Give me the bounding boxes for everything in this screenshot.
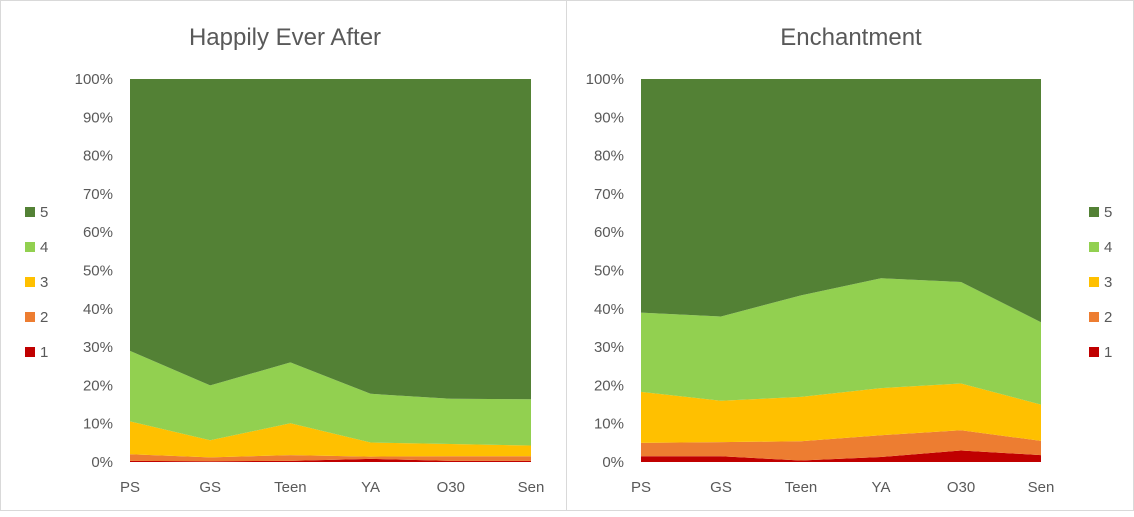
x-tick-label: Sen xyxy=(1028,479,1055,496)
chart-title: Happily Ever After xyxy=(189,24,381,51)
y-tick-label: 100% xyxy=(75,71,113,88)
legend-swatch-5 xyxy=(25,207,35,217)
y-tick-label: 50% xyxy=(594,263,624,280)
area-series-2 xyxy=(130,454,531,462)
x-tick-label: YA xyxy=(872,479,891,496)
y-tick-label: 60% xyxy=(594,224,624,241)
chart-legend: 5 4 3 2 1 xyxy=(1089,204,1112,361)
area-series-3 xyxy=(130,421,531,458)
legend-swatch-2 xyxy=(25,312,35,322)
y-tick-label: 50% xyxy=(83,263,113,280)
y-tick-label: 10% xyxy=(83,416,113,433)
legend-swatch-4 xyxy=(25,242,35,252)
area-layers xyxy=(130,79,531,462)
legend-swatch-1 xyxy=(1089,347,1099,357)
chart-legend: 5 4 3 2 1 xyxy=(25,204,48,361)
chart-panel-enchantment: Enchantment 0% 10% 20% 30% 40% 50% 60% 70% 80% 90%… xyxy=(566,0,1134,511)
legend-swatch-4 xyxy=(1089,242,1099,252)
area-series-1 xyxy=(130,458,531,462)
y-tick-label: 80% xyxy=(594,148,624,165)
x-tick-label: GS xyxy=(199,479,221,496)
legend-label-1: 1 xyxy=(40,344,48,361)
y-tick-label: 30% xyxy=(594,339,624,356)
y-tick-label: 60% xyxy=(83,224,113,241)
y-tick-label: 70% xyxy=(83,186,113,203)
x-tick-label: PS xyxy=(120,479,140,496)
y-tick-label: 20% xyxy=(594,377,624,394)
y-tick-label: 100% xyxy=(586,71,624,88)
legend-label-5: 5 xyxy=(1104,204,1112,221)
y-tick-label: 0% xyxy=(602,454,624,471)
legend-label-3: 3 xyxy=(1104,274,1112,291)
area-series-5 xyxy=(641,79,1041,323)
y-tick-label: 70% xyxy=(594,186,624,203)
x-tick-label: Sen xyxy=(518,479,545,496)
legend-swatch-1 xyxy=(25,347,35,357)
x-tick-label: Teen xyxy=(785,479,818,496)
area-series-4 xyxy=(130,350,531,446)
y-tick-label: 10% xyxy=(594,416,624,433)
x-tick-label: O30 xyxy=(437,479,465,496)
x-tick-label: GS xyxy=(710,479,732,496)
area-layers xyxy=(641,79,1041,462)
legend-swatch-3 xyxy=(1089,277,1099,287)
legend-label-5: 5 xyxy=(40,204,48,221)
y-tick-label: 40% xyxy=(594,301,624,318)
chart-panel-happily-ever-after: Happily Ever After 0% 10% 20% 30% 40% 50% 60% 70… xyxy=(0,0,568,511)
y-tick-label: 90% xyxy=(83,109,113,126)
legend-label-3: 3 xyxy=(40,274,48,291)
legend-label-2: 2 xyxy=(1104,309,1112,326)
chart-title: Enchantment xyxy=(780,24,922,51)
y-tick-label: 80% xyxy=(83,148,113,165)
chart-svg-enchantment: Enchantment 0% 10% 20% 30% 40% 50% 60% 70% 80% 90%… xyxy=(586,24,1113,496)
area-series-4 xyxy=(641,278,1041,405)
y-tick-label: 30% xyxy=(83,339,113,356)
y-tick-label: 90% xyxy=(594,109,624,126)
legend-label-2: 2 xyxy=(40,309,48,326)
legend-label-1: 1 xyxy=(1104,344,1112,361)
area-series-5 xyxy=(130,79,531,400)
y-tick-label: 20% xyxy=(83,377,113,394)
legend-label-4: 4 xyxy=(40,239,48,256)
y-tick-label: 40% xyxy=(83,301,113,318)
x-tick-label: Teen xyxy=(274,479,307,496)
legend-swatch-5 xyxy=(1089,207,1099,217)
chart-svg-happily-ever-after: Happily Ever After 0% 10% 20% 30% 40% 50% 60% 70… xyxy=(25,24,545,496)
legend-label-4: 4 xyxy=(1104,239,1112,256)
x-tick-label: O30 xyxy=(947,479,975,496)
x-tick-label: PS xyxy=(631,479,651,496)
x-tick-label: YA xyxy=(361,479,380,496)
legend-swatch-3 xyxy=(25,277,35,287)
legend-swatch-2 xyxy=(1089,312,1099,322)
area-series-1 xyxy=(641,450,1041,462)
area-series-3 xyxy=(641,383,1041,443)
y-tick-label: 0% xyxy=(91,454,113,471)
area-series-2 xyxy=(641,430,1041,461)
